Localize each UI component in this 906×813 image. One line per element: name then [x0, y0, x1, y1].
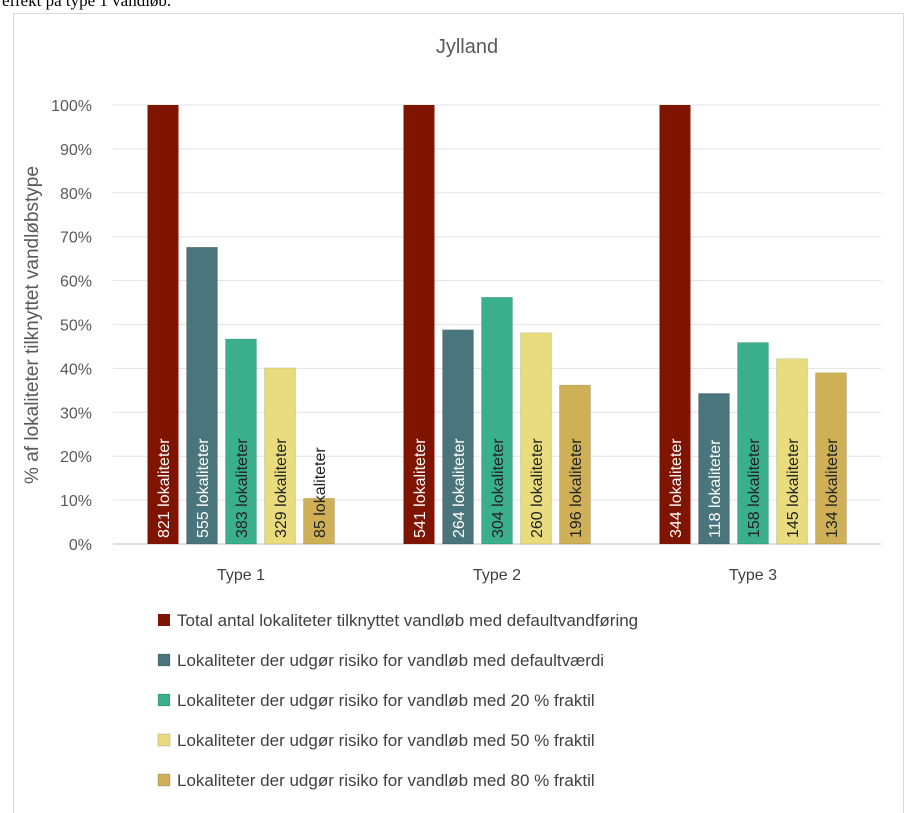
bar-data-label: 304 lokaliteter	[490, 438, 507, 538]
bar-data-label: 329 lokaliteter	[273, 438, 290, 538]
bar-data-label: 196 lokaliteter	[568, 438, 585, 538]
bar-outline	[442, 329, 474, 545]
legend-label: Lokaliteter der udgør risiko for vandløb…	[177, 651, 604, 670]
bar-outline	[815, 372, 847, 545]
legend-label: Lokaliteter der udgør risiko for vandløb…	[177, 771, 595, 790]
bar	[225, 338, 257, 544]
legend: Total antal lokaliteter tilknyttet vandl…	[157, 611, 638, 790]
legend-label: Total antal lokaliteter tilknyttet vandl…	[177, 611, 638, 630]
legend-swatch	[157, 773, 171, 787]
bar-outline	[481, 296, 513, 545]
bar-data-label: 264 lokaliteter	[451, 438, 468, 538]
bar-data-label: 260 lokaliteter	[529, 438, 546, 538]
legend-swatch	[157, 693, 171, 707]
legend-label: Lokaliteter der udgør risiko for vandløb…	[177, 731, 595, 750]
bar-data-label: 555 lokaliteter	[195, 438, 212, 538]
legend-swatch	[158, 614, 170, 626]
bar	[303, 498, 335, 544]
bar	[403, 105, 435, 544]
x-tick-label: Type 3	[729, 567, 777, 584]
y-tick-label: 60%	[60, 274, 92, 291]
y-tick-label: 80%	[60, 186, 92, 203]
bar-data-label: 145 lokaliteter	[785, 438, 802, 538]
page-caption: effekt på type 1 vandløb.	[2, 0, 172, 10]
bar-data-label: 134 lokaliteter	[824, 438, 841, 538]
bar-data-label: 158 lokaliteter	[746, 438, 763, 538]
bar	[698, 393, 730, 544]
y-tick-label: 10%	[60, 493, 92, 510]
bar-data-label: 383 lokaliteter	[234, 438, 251, 538]
bar-data-label: 344 lokaliteter	[668, 438, 685, 538]
bar-outline	[264, 367, 296, 545]
bar	[659, 105, 691, 544]
bar-data-label: 821 lokaliteter	[156, 438, 173, 538]
y-tick-label: 40%	[60, 361, 92, 378]
y-tick-label: 50%	[60, 318, 92, 335]
bar-outline	[776, 358, 808, 545]
y-axis-ticks: 0% 10% 20% 30% 40% 50% 60% 70% 80% 90% 100%	[51, 98, 92, 554]
bar-outline	[737, 342, 769, 545]
bar	[559, 385, 591, 544]
legend-swatch	[157, 653, 171, 667]
bar	[264, 367, 296, 544]
y-tick-label: 30%	[60, 405, 92, 422]
bar-outline	[303, 498, 335, 545]
legend-label: Lokaliteter der udgør risiko for vandløb…	[177, 691, 595, 710]
chart-title: Jylland	[436, 36, 498, 58]
x-axis-ticks: Type 1 Type 2 Type 3	[217, 567, 777, 584]
bar-data-label: 118 lokaliteter	[707, 439, 724, 538]
bar	[815, 372, 847, 544]
x-tick-label: Type 2	[473, 567, 521, 584]
legend-swatch	[157, 733, 171, 747]
y-axis-label: % af lokaliteter tilknyttet vandløbstype	[22, 166, 43, 484]
bar-outline	[698, 393, 730, 545]
bar-outline	[520, 332, 552, 545]
y-tick-label: 100%	[51, 98, 92, 115]
bar-outline	[186, 246, 218, 545]
x-tick-label: Type 1	[217, 567, 265, 584]
bar-outline	[225, 338, 257, 545]
y-tick-label: 0%	[69, 537, 92, 554]
y-tick-label: 20%	[60, 449, 92, 466]
bar	[520, 332, 552, 544]
bar	[481, 297, 513, 544]
bar-data-label: 541 lokaliteter	[412, 438, 429, 538]
bar-data-label: 85 lokaliteter	[312, 447, 329, 538]
bar	[442, 329, 474, 544]
bar	[147, 105, 179, 544]
bar	[776, 358, 808, 544]
y-tick-label: 90%	[60, 142, 92, 159]
bar-outline	[559, 384, 591, 545]
y-tick-label: 70%	[60, 230, 92, 247]
bars: 821 lokaliteter 555 lokaliteter 383 lokali…	[147, 105, 847, 545]
bar	[186, 247, 218, 544]
bar	[737, 342, 769, 544]
